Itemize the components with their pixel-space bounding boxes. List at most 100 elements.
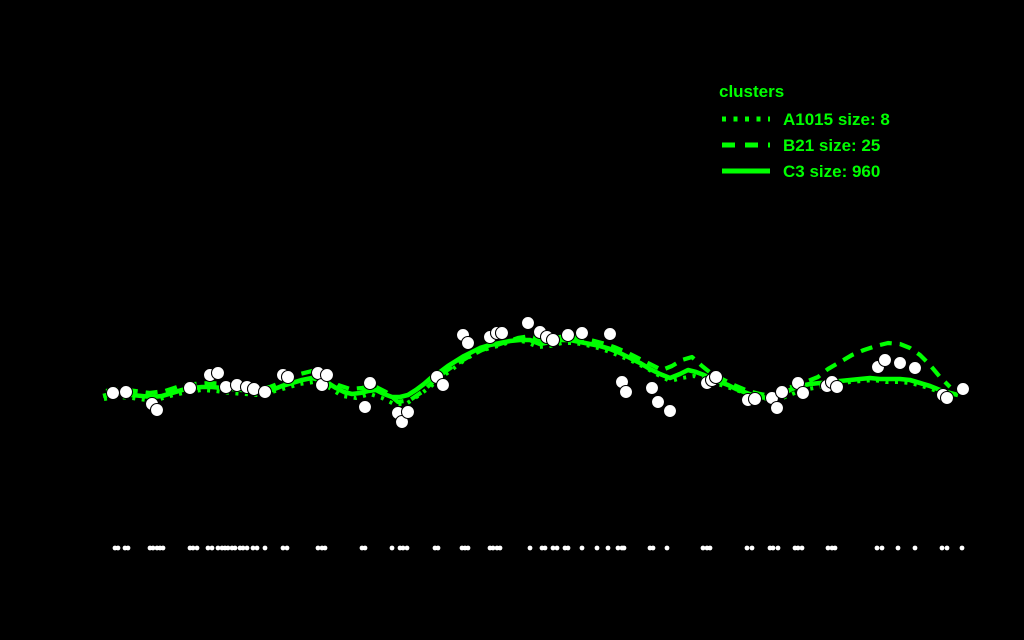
rug-point	[225, 545, 231, 551]
rug-point	[435, 545, 441, 551]
legend: clusters A1015 size: 8 B21 size: 25 C3 s…	[719, 82, 890, 181]
data-point	[747, 391, 763, 407]
data-point	[494, 325, 510, 341]
rug-point	[389, 545, 395, 551]
data-point	[210, 365, 226, 381]
rug-point	[190, 545, 196, 551]
data-point	[435, 377, 451, 393]
curve-a1015	[103, 338, 957, 406]
data-point	[907, 360, 923, 376]
data-point	[319, 367, 335, 383]
rug-point	[497, 545, 503, 551]
data-point	[520, 315, 536, 331]
data-point	[574, 325, 590, 341]
data-point	[769, 400, 785, 416]
rug-point	[825, 545, 831, 551]
rug-point	[594, 545, 600, 551]
rug-point	[527, 545, 533, 551]
rug-point	[579, 545, 585, 551]
curve-b21	[105, 333, 952, 405]
rug-point	[250, 545, 256, 551]
rug-point	[244, 545, 250, 551]
rug-point	[150, 545, 156, 551]
rug-point	[215, 545, 221, 551]
data-point	[662, 403, 678, 419]
rug-point	[879, 545, 885, 551]
rug-point	[744, 545, 750, 551]
data-point	[280, 369, 296, 385]
data-point	[182, 380, 198, 396]
rug-point	[315, 545, 321, 551]
rug-point	[749, 545, 755, 551]
rug-point	[115, 545, 121, 551]
rug-point	[770, 545, 776, 551]
rug-point	[664, 545, 670, 551]
rug-point	[795, 545, 801, 551]
data-point	[460, 335, 476, 351]
rug-point	[280, 545, 286, 551]
rug-point	[232, 545, 238, 551]
rug-point	[254, 545, 260, 551]
rug-point	[895, 545, 901, 551]
data-point	[362, 375, 378, 391]
rug-point	[700, 545, 706, 551]
rug-point	[404, 545, 410, 551]
rug-point	[621, 545, 627, 551]
scatter-points	[105, 315, 971, 430]
data-point	[357, 399, 373, 415]
rug-point	[832, 545, 838, 551]
rug-point	[939, 545, 945, 551]
data-point	[644, 380, 660, 396]
data-point	[257, 384, 273, 400]
data-point	[708, 369, 724, 385]
data-point	[149, 402, 165, 418]
rug-point	[874, 545, 880, 551]
rug-point	[707, 545, 713, 551]
rug-point	[205, 545, 211, 551]
data-point	[892, 355, 908, 371]
rug-point	[284, 545, 290, 551]
legend-line-samples	[722, 116, 770, 174]
rug-point	[542, 545, 548, 551]
rug-point	[554, 545, 560, 551]
rug-point	[959, 545, 965, 551]
rug-strip	[112, 545, 965, 551]
rug-point	[322, 545, 328, 551]
data-point	[939, 390, 955, 406]
data-point	[829, 379, 845, 395]
rug-point	[465, 545, 471, 551]
rug-point	[775, 545, 781, 551]
rug-point	[362, 545, 368, 551]
data-point	[560, 327, 576, 343]
rug-point	[605, 545, 611, 551]
rug-point	[194, 545, 200, 551]
data-point	[795, 385, 811, 401]
data-point	[545, 332, 561, 348]
rug-point	[912, 545, 918, 551]
rug-point	[565, 545, 571, 551]
data-point	[877, 352, 893, 368]
rug-point	[490, 545, 496, 551]
rug-point	[550, 545, 556, 551]
data-point	[400, 404, 416, 420]
data-point	[105, 385, 121, 401]
rug-point	[262, 545, 268, 551]
data-point	[774, 384, 790, 400]
legend-entry-c3: C3 size: 960	[783, 162, 880, 181]
legend-entry-a1015: A1015 size: 8	[783, 110, 890, 129]
rug-point	[125, 545, 131, 551]
data-point	[602, 326, 618, 342]
legend-title: clusters	[719, 82, 784, 101]
rug-point	[160, 545, 166, 551]
data-point	[618, 384, 634, 400]
rug-point	[799, 545, 805, 551]
data-point	[650, 394, 666, 410]
data-point	[955, 381, 971, 397]
rug-point	[240, 545, 246, 551]
rug-point	[615, 545, 621, 551]
rug-point	[209, 545, 215, 551]
data-point	[118, 384, 134, 400]
legend-entry-b21: B21 size: 25	[783, 136, 880, 155]
